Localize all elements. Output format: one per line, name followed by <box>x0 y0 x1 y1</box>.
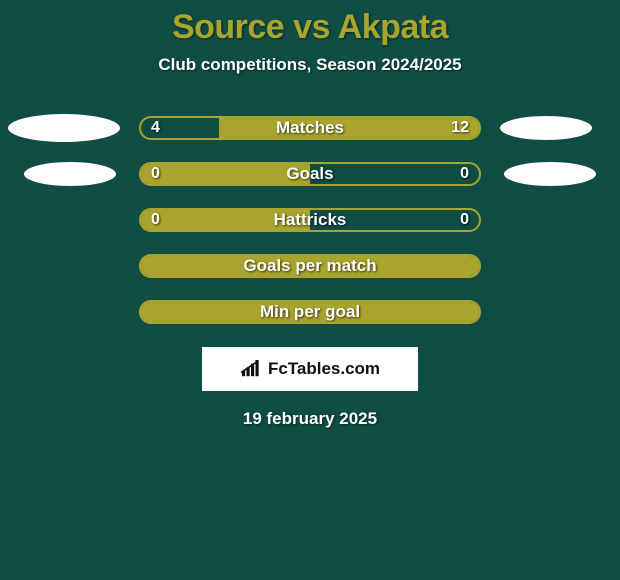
stat-value-right: 0 <box>460 165 469 183</box>
stat-value-right: 12 <box>451 119 469 137</box>
source-badge: FcTables.com <box>202 347 418 391</box>
badge-inner: FcTables.com <box>240 359 380 379</box>
stat-label: Goals per match <box>243 256 376 276</box>
date-label: 19 february 2025 <box>0 409 620 429</box>
infographic-container: Source vs Akpata Club competitions, Seas… <box>0 0 620 429</box>
player-ellipse-left <box>24 162 116 186</box>
stat-bar: Min per goal <box>139 300 481 324</box>
stat-bar: 0 0 Goals <box>139 162 481 186</box>
bars-area: 4 12 Matches 0 0 Goals 0 0 Hattricks Goals per ma… <box>0 105 620 335</box>
badge-text: FcTables.com <box>268 359 380 379</box>
player-ellipse-left <box>8 114 120 142</box>
stat-value-left: 0 <box>151 165 160 183</box>
stat-row: Goals per match <box>0 243 620 289</box>
player-ellipse-right <box>500 116 592 140</box>
stat-value-left: 0 <box>151 211 160 229</box>
page-title: Source vs Akpata <box>0 8 620 47</box>
stat-label: Matches <box>276 118 344 138</box>
stat-label: Min per goal <box>260 302 360 322</box>
stat-row: 0 0 Hattricks <box>0 197 620 243</box>
stat-bar: Goals per match <box>139 254 481 278</box>
stat-bar: 4 12 Matches <box>139 116 481 140</box>
stat-label: Hattricks <box>274 210 347 230</box>
stat-value-left: 4 <box>151 119 160 137</box>
barchart-icon <box>240 360 262 378</box>
stat-label: Goals <box>286 164 333 184</box>
page-subtitle: Club competitions, Season 2024/2025 <box>0 55 620 75</box>
stat-row: 0 0 Goals <box>0 151 620 197</box>
stat-bar-fill <box>141 164 310 184</box>
stat-bar-fill <box>219 118 479 138</box>
stat-bar: 0 0 Hattricks <box>139 208 481 232</box>
stat-row: Min per goal <box>0 289 620 335</box>
player-ellipse-right <box>504 162 596 186</box>
stat-row: 4 12 Matches <box>0 105 620 151</box>
stat-value-right: 0 <box>460 211 469 229</box>
